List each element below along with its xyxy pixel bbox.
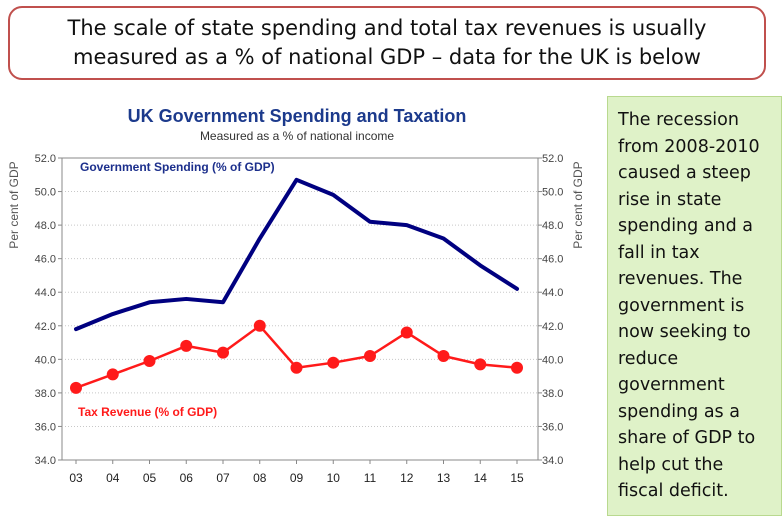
- revenue-point: [217, 346, 229, 359]
- header-text: The scale of state spending and total ta…: [67, 16, 707, 69]
- x-tick-label: 04: [106, 471, 120, 485]
- y-tick-label-left: 42.0: [35, 321, 56, 333]
- header-box: The scale of state spending and total ta…: [8, 6, 766, 80]
- revenue-point: [364, 349, 376, 362]
- revenue-point: [143, 355, 156, 368]
- revenue-point: [327, 356, 340, 369]
- revenue-point: [511, 361, 523, 374]
- revenue-point: [437, 349, 450, 362]
- y-tick-label-right: 38.0: [542, 388, 563, 400]
- x-tick-label: 14: [474, 471, 488, 485]
- x-tick-label: 08: [253, 471, 267, 485]
- y-tick-label-right: 52.0: [542, 153, 563, 165]
- revenue-point: [400, 326, 413, 339]
- y-tick-label-left: 40.0: [35, 354, 56, 366]
- x-tick-label: 10: [327, 471, 341, 485]
- y-tick-label-left: 38.0: [35, 388, 56, 400]
- side-note: The recession from 2008-2010 caused a st…: [607, 96, 782, 516]
- revenue-point: [290, 361, 303, 374]
- y-tick-label-left: 48.0: [35, 220, 56, 232]
- y-tick-label-right: 50.0: [542, 187, 563, 199]
- chart: UK Government Spending and Taxation Meas…: [7, 106, 585, 485]
- x-tick-label: 11: [364, 471, 377, 485]
- x-tick-label: 13: [437, 471, 451, 485]
- series-line-revenue: [75, 324, 518, 390]
- x-tick-label: 15: [510, 471, 524, 485]
- side-note-text: The recession from 2008-2010 caused a st…: [618, 110, 760, 501]
- x-tick-label: 06: [180, 471, 194, 485]
- revenue-point: [106, 368, 119, 381]
- chart-title: UK Government Spending and Taxation: [128, 106, 467, 126]
- legend-revenue: Tax Revenue (% of GDP): [78, 405, 217, 419]
- y-tick-label-right: 48.0: [542, 220, 563, 232]
- revenue-point: [474, 358, 487, 371]
- revenue-point: [253, 319, 266, 332]
- y-tick-label-left: 52.0: [35, 153, 56, 165]
- x-tick-label: 09: [290, 471, 304, 485]
- y-tick-label-right: 44.0: [542, 287, 563, 299]
- y-tick-label-left: 34.0: [35, 455, 56, 467]
- y-tick-label-left: 46.0: [35, 254, 56, 266]
- legend-spending: Government Spending (% of GDP): [80, 160, 275, 174]
- chart-subtitle: Measured as a % of national income: [200, 129, 394, 143]
- y-axis-label-left: Per cent of GDP: [7, 161, 21, 248]
- y-tick-label-right: 34.0: [542, 455, 563, 467]
- y-tick-label-right: 42.0: [542, 321, 563, 333]
- revenue-point: [180, 339, 193, 352]
- x-tick-label: 07: [216, 471, 230, 485]
- series-line-spending: [74, 177, 519, 332]
- y-tick-label-left: 50.0: [35, 187, 56, 199]
- revenue-point: [70, 381, 82, 394]
- y-axis-label-right: Per cent of GDP: [571, 161, 585, 248]
- y-tick-label-left: 44.0: [35, 287, 56, 299]
- plot-area: [61, 157, 539, 461]
- x-tick-label: 05: [143, 471, 157, 485]
- x-tick-label: 12: [400, 471, 414, 485]
- y-tick-label-left: 36.0: [35, 421, 56, 433]
- y-tick-label-right: 46.0: [542, 254, 563, 266]
- y-tick-label-right: 36.0: [542, 421, 563, 433]
- y-tick-label-right: 40.0: [542, 354, 563, 366]
- x-tick-label: 03: [69, 471, 83, 485]
